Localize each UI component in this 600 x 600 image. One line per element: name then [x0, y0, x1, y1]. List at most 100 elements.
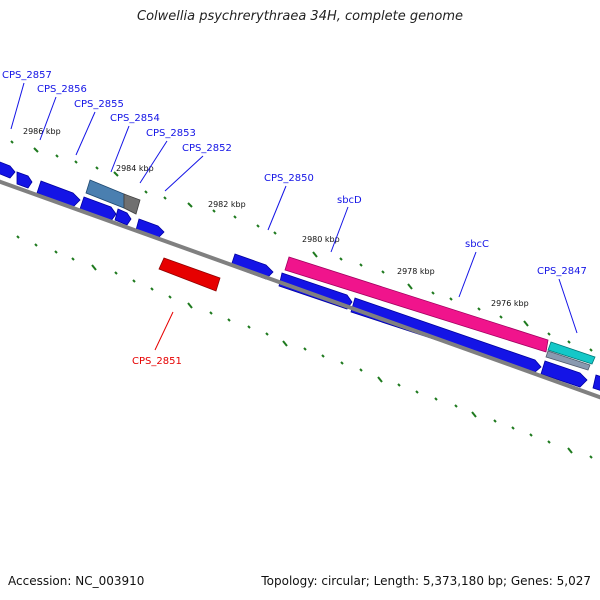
kbp-scale-labels: 2986 kbp 2984 kbp 2982 kbp 2980 kbp 2978… [23, 127, 529, 308]
tick-mark [209, 311, 213, 315]
gene-arrow-edge[interactable] [592, 374, 600, 392]
tick-mark [339, 257, 343, 261]
leader-line-cps-2847 [558, 278, 578, 334]
gene-labels: CPS_2857 CPS_2856 CPS_2855 CPS_2854 CPS_… [2, 70, 587, 367]
tick-mark [91, 264, 97, 271]
tick-mark [168, 295, 172, 299]
tick-mark [499, 315, 503, 319]
tick-mark [547, 332, 551, 336]
tick-mark [523, 320, 529, 327]
inner-tick-track [16, 235, 593, 459]
tick-mark [493, 419, 497, 423]
leader-line-sbcd [330, 206, 349, 253]
kbp-label: 2986 kbp [23, 127, 61, 136]
tick-mark [265, 332, 269, 336]
gene-arrow-cps-2855[interactable] [36, 180, 81, 208]
tick-mark [227, 318, 231, 322]
tick-mark [54, 250, 58, 254]
gene-box-cps-2853-tail[interactable] [123, 193, 141, 215]
tick-mark [431, 291, 435, 295]
kbp-label: 2982 kbp [208, 200, 246, 209]
tick-mark [33, 147, 39, 153]
outer-tick-track [10, 140, 593, 352]
tick-mark [312, 251, 318, 258]
tick-mark [589, 455, 593, 459]
tick-mark [321, 354, 325, 358]
tick-mark [397, 383, 401, 387]
tick-mark [10, 140, 14, 144]
tick-mark [359, 263, 363, 267]
gene-arrow-cps-2856[interactable] [16, 171, 33, 189]
gene-box-cps-2847-tail[interactable] [545, 350, 591, 371]
tick-mark [273, 231, 277, 235]
leader-line-cps-2853 [139, 140, 168, 184]
gene-label-cps-2852[interactable]: CPS_2852 [182, 143, 232, 154]
tick-mark [449, 297, 453, 301]
tick-mark [477, 307, 481, 311]
tick-mark [381, 270, 385, 274]
kbp-label: 2980 kbp [302, 235, 340, 244]
forward-strand-features [0, 160, 600, 392]
gene-arrow-cps-2854[interactable] [79, 196, 117, 222]
tick-mark [247, 325, 251, 329]
gene-arrow-cps-2847[interactable] [540, 360, 588, 388]
tick-mark [567, 447, 573, 454]
tick-mark [16, 235, 20, 239]
gene-box-sbcd-sbcc[interactable] [284, 256, 549, 353]
gene-label-cps-2856[interactable]: CPS_2856 [37, 84, 87, 95]
tick-mark [187, 302, 193, 309]
tick-mark [589, 348, 593, 352]
tick-mark [187, 202, 193, 208]
genome-summary-text: Topology: circular; Length: 5,373,180 bp… [261, 574, 591, 588]
leader-line-cps-2854 [110, 125, 130, 173]
tick-mark [144, 190, 148, 194]
tick-mark [150, 287, 154, 291]
leader-line-cps-2850 [267, 185, 287, 231]
gene-label-cps-2850[interactable]: CPS_2850 [264, 173, 314, 184]
gene-label-cps-2851[interactable]: CPS_2851 [132, 356, 182, 367]
tick-mark [454, 404, 458, 408]
label-leader-lines [10, 82, 578, 351]
gene-label-cps-2857[interactable]: CPS_2857 [2, 70, 52, 81]
leader-line-sbcc [458, 251, 477, 298]
gene-label-sbcd[interactable]: sbcD [337, 195, 362, 206]
tick-mark [282, 340, 288, 347]
tick-mark [407, 283, 413, 290]
tick-mark [233, 215, 237, 219]
kbp-label: 2976 kbp [491, 299, 529, 308]
gene-arrow-cps-2852b[interactable] [135, 218, 165, 239]
tick-mark [359, 368, 363, 372]
tick-mark [511, 426, 515, 430]
leader-line-cps-2851 [154, 311, 174, 351]
gene-label-cps-2855[interactable]: CPS_2855 [74, 99, 124, 110]
gene-arrow-cps-2852[interactable] [114, 208, 132, 226]
tick-mark [114, 271, 118, 275]
gene-label-cps-2847[interactable]: CPS_2847 [537, 266, 587, 277]
leader-line-cps-2852 [164, 155, 204, 192]
leader-line-cps-2855 [75, 111, 96, 156]
tick-mark [55, 154, 59, 158]
gene-box-cps-2851[interactable] [158, 257, 221, 292]
tick-mark [340, 361, 344, 365]
gene-label-sbcc[interactable]: sbcC [465, 239, 489, 250]
tick-mark [71, 257, 75, 261]
leader-line-cps-2856 [39, 96, 57, 141]
tick-mark [34, 243, 38, 247]
gene-label-cps-2854[interactable]: CPS_2854 [110, 113, 160, 124]
gene-label-cps-2853[interactable]: CPS_2853 [146, 128, 196, 139]
genome-backbone [0, 179, 600, 400]
tick-mark [256, 224, 260, 228]
map-title: Colwellia psychrerythraea 34H, complete … [137, 9, 463, 24]
tick-mark [529, 433, 533, 437]
tick-mark [567, 340, 571, 344]
leader-line-cps-2857 [10, 82, 25, 130]
gene-box-cps-2847[interactable] [547, 341, 596, 365]
tick-mark [415, 390, 419, 394]
tick-mark [132, 279, 136, 283]
gene-arrow-cps-2857[interactable] [0, 160, 16, 179]
kbp-label: 2984 kbp [116, 164, 154, 173]
tick-mark [547, 440, 551, 444]
tick-mark [303, 347, 307, 351]
